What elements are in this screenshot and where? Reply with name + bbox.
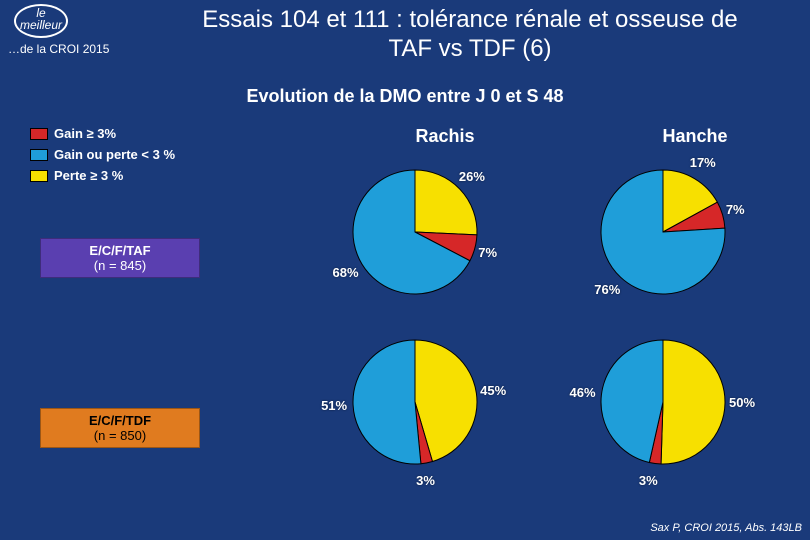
column-title: Rachis — [345, 126, 545, 147]
logo: le meilleur — [8, 4, 74, 32]
legend-row: Perte ≥ 3 % — [30, 168, 175, 183]
legend-row: Gain ou perte < 3 % — [30, 147, 175, 162]
pie-chart: 17% 7% 76% — [558, 152, 768, 312]
legend-row: Gain ≥ 3% — [30, 126, 175, 141]
pie-slice-label: 76% — [594, 282, 620, 297]
page-title: Essais 104 et 111 : tolérance rénale et … — [180, 6, 760, 64]
group-n: (n = 845) — [49, 258, 191, 273]
legend-label: Perte ≥ 3 % — [54, 168, 123, 183]
pie-slice-label: 50% — [729, 395, 755, 410]
pie-slice-label: 7% — [478, 245, 497, 260]
pie-slice-label: 17% — [690, 155, 716, 170]
pie-slice — [661, 340, 725, 464]
pie-slice-label: 3% — [416, 473, 435, 488]
pie-chart: 50%3%46% — [558, 322, 768, 482]
pie-slice — [353, 340, 421, 464]
pie-slice-label: 45% — [480, 383, 506, 398]
pie-slice-label: 51% — [321, 398, 347, 413]
legend-label: Gain ≥ 3% — [54, 126, 116, 141]
group-label: E/C/F/TAF — [49, 243, 191, 258]
pie-slice — [601, 340, 663, 462]
pie-slice-label: 68% — [333, 265, 359, 280]
legend: Gain ≥ 3% Gain ou perte < 3 % Perte ≥ 3 % — [30, 126, 175, 189]
legend-swatch — [30, 170, 48, 182]
pie-slice-label: 46% — [569, 385, 595, 400]
logo-line2: meilleur — [8, 18, 74, 32]
pie-chart: 45%3%51% — [310, 322, 520, 482]
legend-swatch — [30, 149, 48, 161]
legend-swatch — [30, 128, 48, 140]
citation: Sax P, CROI 2015, Abs. 143LB — [650, 522, 802, 534]
pie-slice-label: 26% — [459, 169, 485, 184]
pie-chart: 26% 7% 68% — [310, 152, 520, 312]
subtitle: Evolution de la DMO entre J 0 et S 48 — [0, 86, 810, 107]
pie-slice-label: 7% — [726, 202, 745, 217]
legend-label: Gain ou perte < 3 % — [54, 147, 175, 162]
group-label: E/C/F/TDF — [49, 413, 191, 428]
group-box: E/C/F/TAF(n = 845) — [40, 238, 200, 278]
group-n: (n = 850) — [49, 428, 191, 443]
column-title: Hanche — [595, 126, 795, 147]
group-box: E/C/F/TDF(n = 850) — [40, 408, 200, 448]
pie-slice-label: 3% — [639, 473, 658, 488]
source-line: …de la CROI 2015 — [8, 42, 109, 56]
